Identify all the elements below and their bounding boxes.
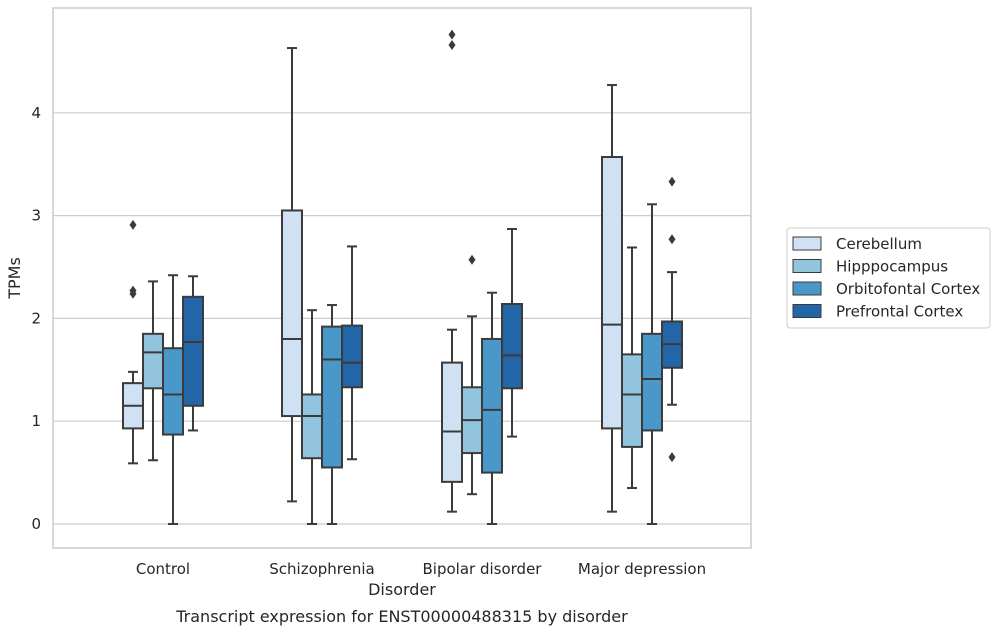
chart-caption: Transcript expression for ENST0000048831… [175, 607, 628, 626]
box-0-3 [182, 275, 204, 432]
legend-swatch [792, 304, 822, 318]
iqr-box [142, 332, 164, 390]
outlier-point [668, 234, 676, 245]
outlier-point [668, 452, 676, 463]
y-tick-label: 3 [31, 207, 41, 225]
x-tick-labels: Control Schizophrenia Bipolar disorder Majo… [136, 560, 706, 578]
box-0-2 [162, 274, 184, 525]
y-tick-label: 2 [31, 309, 41, 327]
x-tick-label: Major depression [578, 560, 706, 578]
outlier-point [468, 254, 476, 265]
legend-swatch [792, 259, 822, 273]
iqr-box [501, 303, 523, 390]
outlier-point [668, 176, 676, 187]
legend: Cerebellum Hipppocampus Orbitofontal Corte… [786, 227, 991, 329]
legend-label: Orbitofontal Cortex [836, 280, 980, 298]
outlier-point [448, 29, 456, 40]
iqr-box [301, 393, 323, 460]
box-3-3 [661, 176, 683, 463]
legend-label: Hipppocampus [836, 258, 948, 276]
outlier-point [448, 39, 456, 50]
box-groups [122, 29, 683, 525]
box-0-0 [122, 219, 144, 465]
iqr-box [162, 347, 184, 436]
y-axis-title: TPMs [5, 257, 24, 300]
y-tick-labels: 0 1 2 3 4 [31, 104, 41, 533]
box-3-1 [621, 246, 643, 490]
legend-frame [786, 227, 991, 329]
box-2-2 [481, 291, 503, 525]
y-tick-label: 0 [31, 515, 41, 533]
iqr-box [481, 337, 503, 474]
plot-area [52, 7, 752, 549]
y-tick-label: 4 [31, 104, 41, 122]
outlier-point [129, 285, 137, 296]
iqr-box [341, 324, 363, 389]
iqr-box [281, 209, 303, 418]
x-axis-title: Disorder [368, 580, 436, 599]
x-tick-label: Schizophrenia [269, 560, 374, 578]
legend-swatch [792, 281, 822, 296]
legend-swatch [792, 236, 822, 251]
x-tick-label: Bipolar disorder [423, 560, 543, 578]
legend-label: Cerebellum [836, 235, 922, 253]
iqr-box [641, 332, 663, 432]
outlier-point [129, 219, 137, 230]
iqr-box [182, 295, 204, 407]
box-2-3 [501, 227, 523, 438]
box-2-1 [461, 254, 483, 496]
iqr-box [601, 156, 623, 430]
x-tick-label: Control [136, 560, 190, 578]
box-1-3 [341, 245, 363, 461]
box-3-0 [601, 84, 623, 513]
iqr-box [321, 325, 343, 469]
y-tick-label: 1 [31, 412, 41, 430]
iqr-box [621, 353, 643, 448]
box-0-1 [142, 280, 164, 462]
iqr-box [441, 361, 463, 483]
legend-items: Cerebellum Hipppocampus Orbitofontal Corte… [792, 235, 980, 321]
box-3-2 [641, 203, 663, 525]
box-1-0 [281, 47, 303, 503]
box-1-2 [321, 304, 343, 525]
legend-label: Prefrontal Cortex [836, 303, 963, 321]
